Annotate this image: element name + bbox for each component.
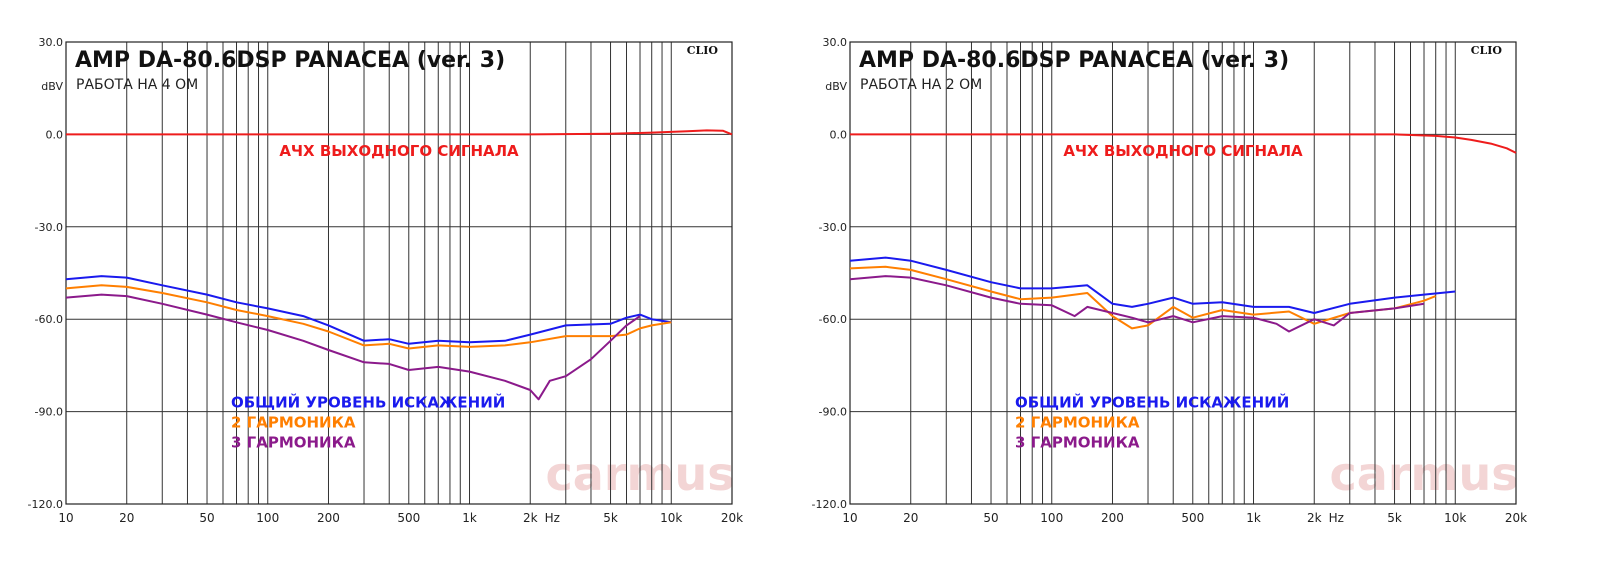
- chart-title: AMP DA-80.6DSP PANACEA (ver. 3): [859, 48, 1289, 73]
- frequency-response-line: [66, 129, 733, 136]
- x-tick-label: 200: [1101, 511, 1124, 525]
- label-total-distortion: ОБЩИЙ УРОВЕНЬ ИСКАЖЕНИЙ: [1015, 392, 1289, 411]
- x-unit-label: Hz: [545, 511, 560, 525]
- y-tick-label: 30.0: [39, 36, 64, 49]
- x-tick-label: 20k: [721, 511, 743, 525]
- x-tick-label: 10k: [660, 511, 682, 525]
- x-tick-label: 20: [903, 511, 918, 525]
- x-tick-label: 50: [199, 511, 214, 525]
- x-tick-label: 1k: [1246, 511, 1261, 525]
- x-tick-label: 10: [842, 511, 857, 525]
- y-tick-label: -60.0: [35, 313, 63, 326]
- label-total-distortion: ОБЩИЙ УРОВЕНЬ ИСКАЖЕНИЙ: [231, 392, 505, 411]
- label-third-harmonic: 3 ГАРМОНИКА: [231, 433, 356, 451]
- y-tick-label: 0.0: [830, 128, 848, 141]
- chart-subtitle: РАБОТА НА 2 ОМ: [860, 77, 982, 93]
- y-tick-label: 0.0: [46, 128, 64, 141]
- frequency-response-line: [850, 133, 1517, 154]
- x-tick-label: 2k: [523, 511, 538, 525]
- x-tick-label: 10: [58, 511, 73, 525]
- x-tick-label: 500: [1181, 511, 1204, 525]
- x-tick-label: 20: [119, 511, 134, 525]
- plot-frame: [849, 41, 1517, 505]
- label-second-harmonic: 2 ГАРМОНИКА: [231, 413, 356, 431]
- y-tick-label: -120.0: [28, 498, 63, 511]
- x-tick-label: 2k: [1307, 511, 1322, 525]
- grid: [850, 42, 1516, 504]
- x-tick-label: 200: [317, 511, 340, 525]
- y-axis-label: dBV: [41, 80, 63, 93]
- x-tick-label: 500: [397, 511, 420, 525]
- total-distortion-line: [849, 256, 1456, 314]
- chart-4-ohm: carmus 30.0 0.0 -30.0 -60.0 -90.0 -120.0 dBV 10 2…: [28, 36, 744, 525]
- clio-logo: CLIO: [1471, 44, 1503, 57]
- plot-frame: [65, 41, 733, 505]
- y-tick-label: -90.0: [35, 406, 63, 419]
- third-harmonic-line: [65, 293, 641, 401]
- x-tick-label: 1k: [462, 511, 477, 525]
- chart-title: AMP DA-80.6DSP PANACEA (ver. 3): [75, 48, 505, 73]
- y-tick-label: -30.0: [35, 221, 63, 234]
- y-tick-label: 30.0: [823, 36, 848, 49]
- grid: [66, 42, 732, 504]
- y-axis-label: dBV: [825, 80, 847, 93]
- label-third-harmonic: 3 ГАРМОНИКА: [1015, 433, 1140, 451]
- chart-subtitle: РАБОТА НА 4 ОМ: [76, 77, 198, 93]
- y-tick-label: -30.0: [819, 221, 847, 234]
- clio-logo: CLIO: [687, 44, 719, 57]
- label-frequency-response: АЧХ ВЫХОДНОГО СИГНАЛА: [279, 142, 519, 160]
- x-tick-label: 10k: [1444, 511, 1466, 525]
- x-tick-label: 5k: [1387, 511, 1402, 525]
- x-tick-label: 100: [256, 511, 279, 525]
- x-tick-label: 5k: [603, 511, 618, 525]
- second-harmonic-line: [849, 265, 1437, 330]
- x-tick-label: 100: [1040, 511, 1063, 525]
- total-distortion-line: [65, 275, 672, 345]
- chart-2-ohm: carmus 30.0 0.0 -30.0 -60.0 -90.0 -120.0 dBV 10 2…: [784, 0, 1584, 570]
- y-tick-label: -120.0: [812, 498, 847, 511]
- x-unit-label: Hz: [1329, 511, 1344, 525]
- x-tick-label: 20k: [1505, 511, 1527, 525]
- label-frequency-response: АЧХ ВЫХОДНОГО СИГНАЛА: [1063, 142, 1303, 160]
- y-tick-label: -60.0: [819, 313, 847, 326]
- x-tick-label: 50: [983, 511, 998, 525]
- label-second-harmonic: 2 ГАРМОНИКА: [1015, 413, 1140, 431]
- y-tick-label: -90.0: [819, 406, 847, 419]
- second-harmonic-line: [65, 284, 672, 350]
- third-harmonic-line: [849, 275, 1425, 333]
